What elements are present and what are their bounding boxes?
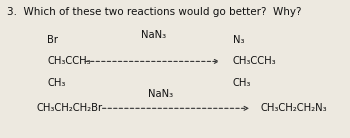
Text: CH₃: CH₃	[233, 78, 251, 88]
Text: NaN₃: NaN₃	[141, 30, 167, 39]
Text: N₃: N₃	[233, 35, 244, 45]
Text: CH₃CH₂CH₂N₃: CH₃CH₂CH₂N₃	[261, 103, 327, 113]
Text: CH₃: CH₃	[47, 78, 66, 88]
Text: CH₃CH₂CH₂Br: CH₃CH₂CH₂Br	[37, 103, 103, 113]
Text: NaN₃: NaN₃	[148, 89, 174, 99]
Text: CH₃CCH₃: CH₃CCH₃	[233, 56, 276, 66]
Text: Br: Br	[47, 35, 58, 45]
Text: CH₃CCH₃: CH₃CCH₃	[47, 56, 91, 66]
Text: 3.  Which of these two reactions would go better?  Why?: 3. Which of these two reactions would go…	[7, 7, 301, 17]
